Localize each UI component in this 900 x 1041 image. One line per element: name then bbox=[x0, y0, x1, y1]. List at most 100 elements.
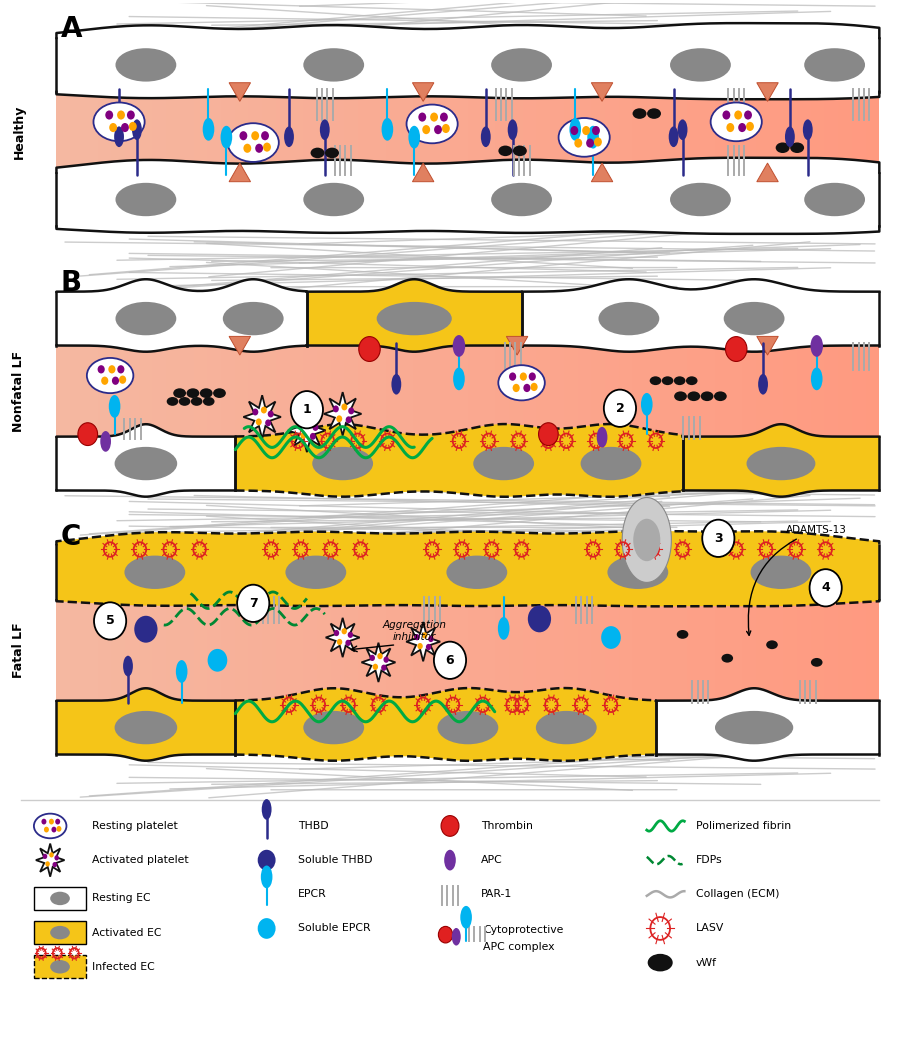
Circle shape bbox=[337, 639, 342, 645]
Ellipse shape bbox=[186, 388, 199, 398]
Polygon shape bbox=[656, 688, 879, 761]
Bar bbox=[646, 41, 660, 224]
Circle shape bbox=[119, 376, 126, 384]
Bar bbox=[660, 548, 673, 752]
Bar bbox=[235, 41, 248, 224]
Ellipse shape bbox=[633, 108, 646, 119]
Circle shape bbox=[50, 853, 54, 858]
Circle shape bbox=[530, 383, 537, 391]
Bar bbox=[824, 295, 838, 488]
Bar bbox=[276, 548, 290, 752]
Ellipse shape bbox=[320, 120, 329, 141]
Bar bbox=[838, 41, 852, 224]
Bar bbox=[207, 295, 221, 488]
Bar bbox=[619, 548, 633, 752]
Text: Healthy: Healthy bbox=[13, 105, 25, 159]
Text: C: C bbox=[61, 523, 81, 551]
Text: Fatal LF: Fatal LF bbox=[13, 623, 25, 678]
Text: 3: 3 bbox=[714, 532, 723, 544]
Bar bbox=[536, 548, 550, 752]
Ellipse shape bbox=[481, 126, 491, 147]
Ellipse shape bbox=[453, 335, 465, 357]
Bar bbox=[97, 548, 112, 752]
Circle shape bbox=[341, 404, 347, 410]
Ellipse shape bbox=[261, 865, 273, 888]
Circle shape bbox=[45, 861, 50, 866]
Circle shape bbox=[373, 664, 378, 670]
Text: Cytoprotective: Cytoprotective bbox=[483, 924, 563, 935]
Bar bbox=[385, 548, 400, 752]
Ellipse shape bbox=[805, 48, 865, 81]
Bar bbox=[550, 295, 564, 488]
Ellipse shape bbox=[674, 376, 686, 385]
Ellipse shape bbox=[491, 48, 552, 81]
Circle shape bbox=[422, 125, 430, 134]
Bar bbox=[536, 41, 550, 224]
Polygon shape bbox=[235, 688, 656, 761]
Bar bbox=[372, 295, 385, 488]
Bar bbox=[262, 295, 276, 488]
Circle shape bbox=[428, 636, 434, 642]
Ellipse shape bbox=[677, 630, 688, 639]
Bar bbox=[482, 548, 495, 752]
Polygon shape bbox=[622, 498, 671, 582]
Ellipse shape bbox=[392, 374, 401, 395]
Ellipse shape bbox=[688, 391, 700, 401]
Ellipse shape bbox=[491, 183, 552, 217]
Ellipse shape bbox=[811, 367, 823, 390]
Ellipse shape bbox=[499, 146, 512, 156]
Bar bbox=[523, 41, 536, 224]
Bar bbox=[413, 295, 427, 488]
Circle shape bbox=[312, 424, 319, 431]
Bar bbox=[838, 295, 852, 488]
Circle shape bbox=[257, 918, 275, 939]
Text: 4: 4 bbox=[822, 581, 830, 594]
Bar bbox=[180, 295, 194, 488]
Bar bbox=[550, 548, 564, 752]
Ellipse shape bbox=[776, 143, 789, 153]
Bar bbox=[701, 41, 715, 224]
Bar bbox=[564, 548, 578, 752]
Text: A: A bbox=[61, 16, 83, 44]
Ellipse shape bbox=[382, 118, 393, 141]
Circle shape bbox=[422, 632, 427, 638]
Ellipse shape bbox=[678, 120, 688, 141]
Bar bbox=[330, 548, 345, 752]
Bar bbox=[57, 548, 70, 752]
Circle shape bbox=[418, 643, 423, 650]
Circle shape bbox=[520, 373, 526, 381]
Bar bbox=[440, 548, 454, 752]
Ellipse shape bbox=[724, 302, 785, 335]
Circle shape bbox=[239, 131, 248, 141]
Circle shape bbox=[267, 410, 274, 417]
Ellipse shape bbox=[285, 556, 346, 589]
Ellipse shape bbox=[460, 906, 472, 929]
Circle shape bbox=[810, 569, 842, 607]
Bar bbox=[578, 41, 591, 224]
Bar bbox=[742, 41, 756, 224]
Bar bbox=[811, 295, 824, 488]
Polygon shape bbox=[362, 642, 395, 682]
Ellipse shape bbox=[262, 799, 272, 819]
Bar bbox=[673, 41, 688, 224]
Bar bbox=[866, 41, 879, 224]
Circle shape bbox=[348, 407, 355, 414]
Bar bbox=[248, 41, 262, 224]
Ellipse shape bbox=[715, 711, 793, 744]
Bar bbox=[619, 41, 633, 224]
Text: Collagen (ECM): Collagen (ECM) bbox=[696, 889, 779, 899]
Circle shape bbox=[381, 664, 387, 670]
Bar bbox=[783, 548, 797, 752]
Bar bbox=[262, 548, 276, 752]
Bar bbox=[112, 41, 125, 224]
Circle shape bbox=[94, 603, 126, 639]
Text: Thrombin: Thrombin bbox=[482, 821, 533, 831]
Bar bbox=[413, 548, 427, 752]
Ellipse shape bbox=[805, 183, 865, 217]
Circle shape bbox=[208, 649, 228, 671]
Bar bbox=[385, 41, 400, 224]
Bar bbox=[783, 41, 797, 224]
Circle shape bbox=[341, 628, 346, 634]
Bar bbox=[866, 295, 879, 488]
Bar bbox=[770, 548, 783, 752]
